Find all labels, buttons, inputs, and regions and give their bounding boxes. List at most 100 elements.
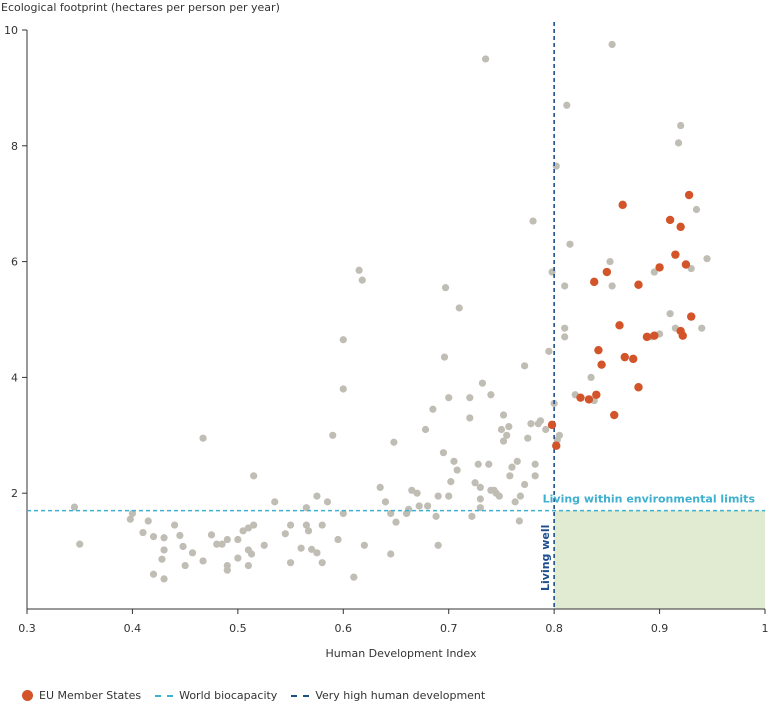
data-point xyxy=(450,457,458,465)
data-point xyxy=(234,554,242,562)
eu-data-point xyxy=(610,410,619,420)
data-point xyxy=(234,535,242,544)
data-point xyxy=(128,509,137,518)
data-point xyxy=(476,504,484,512)
points-eu-member-states xyxy=(547,190,696,450)
data-point xyxy=(561,333,569,341)
x-tick-label: 0.5 xyxy=(229,622,247,635)
data-point xyxy=(405,505,413,514)
data-point xyxy=(703,255,711,263)
data-point xyxy=(223,535,231,544)
x-tick-label: 0.3 xyxy=(18,622,36,635)
data-point xyxy=(485,460,493,468)
data-point xyxy=(677,121,685,130)
data-point xyxy=(144,517,152,525)
data-point xyxy=(440,353,449,361)
data-point xyxy=(542,425,550,434)
data-point xyxy=(376,483,384,492)
data-point xyxy=(339,385,347,393)
data-point xyxy=(76,540,84,548)
data-point xyxy=(674,139,683,147)
data-point xyxy=(434,492,442,500)
legend-very-high-marker xyxy=(291,694,310,697)
data-point xyxy=(318,521,326,529)
data-point xyxy=(587,373,595,381)
data-point xyxy=(516,492,525,500)
eu-data-point xyxy=(615,321,624,330)
legend-item-biocapacity: World biocapacity xyxy=(155,689,277,702)
eu-data-point xyxy=(584,395,594,404)
x-tick-label: 0.4 xyxy=(124,622,142,635)
data-point xyxy=(250,521,258,529)
data-point xyxy=(244,561,252,570)
data-point xyxy=(468,512,476,520)
data-point xyxy=(360,541,368,549)
data-point xyxy=(447,478,455,486)
y-tick-label: 2 xyxy=(11,487,18,500)
data-point xyxy=(286,521,295,529)
data-point xyxy=(181,561,189,570)
data-point xyxy=(390,438,398,446)
data-point xyxy=(561,324,569,332)
data-point xyxy=(521,480,529,489)
data-point xyxy=(698,324,706,332)
eu-data-point xyxy=(650,331,659,340)
data-point xyxy=(313,549,321,557)
data-point xyxy=(529,217,537,225)
data-point xyxy=(434,541,442,549)
eu-data-point xyxy=(552,441,561,450)
eu-data-point xyxy=(671,250,680,259)
data-point xyxy=(247,550,256,558)
x-tick-label: 0.9 xyxy=(651,622,669,635)
data-point xyxy=(339,336,347,344)
legend-item-very-high: Very high human development xyxy=(291,689,485,702)
data-point xyxy=(432,512,440,520)
data-point xyxy=(608,282,616,290)
data-point xyxy=(286,559,295,567)
data-point xyxy=(281,530,289,538)
data-point xyxy=(302,504,310,512)
eu-data-point xyxy=(642,332,652,342)
data-point xyxy=(692,205,701,214)
data-point xyxy=(413,489,421,497)
eu-data-point xyxy=(594,345,603,355)
legend-biocapacity-marker xyxy=(155,694,174,697)
eu-data-point xyxy=(665,215,675,225)
data-point xyxy=(445,492,453,500)
data-point xyxy=(515,517,523,525)
legend-very-high-label: Very high human development xyxy=(315,689,486,702)
data-point xyxy=(650,268,658,276)
data-point xyxy=(408,486,416,494)
data-point xyxy=(271,498,279,506)
data-point xyxy=(499,411,508,419)
eu-data-point xyxy=(684,190,694,200)
data-point xyxy=(199,434,207,442)
eu-data-point xyxy=(576,393,585,402)
data-point xyxy=(308,545,316,553)
eu-data-point xyxy=(634,280,643,289)
data-point xyxy=(126,515,134,523)
eu-data-point xyxy=(547,420,557,430)
eu-data-point xyxy=(687,312,696,321)
data-point xyxy=(218,540,226,548)
data-point xyxy=(329,431,337,439)
data-point xyxy=(188,549,197,557)
data-point xyxy=(497,425,506,434)
legend: EU Member States World biocapacity Very … xyxy=(22,689,499,702)
data-point xyxy=(160,546,168,554)
data-point xyxy=(323,498,332,506)
data-point xyxy=(487,391,495,399)
data-point xyxy=(474,460,482,468)
eu-data-point xyxy=(634,383,643,392)
data-point xyxy=(455,304,463,312)
axes xyxy=(26,30,765,610)
data-point xyxy=(555,431,564,439)
data-point xyxy=(476,495,484,503)
data-point xyxy=(666,310,674,318)
data-point xyxy=(503,431,511,439)
living-within-limits-region xyxy=(554,510,765,609)
data-point xyxy=(160,575,168,583)
eu-data-point xyxy=(592,390,601,399)
data-point xyxy=(70,503,79,511)
eu-data-point xyxy=(620,352,629,362)
